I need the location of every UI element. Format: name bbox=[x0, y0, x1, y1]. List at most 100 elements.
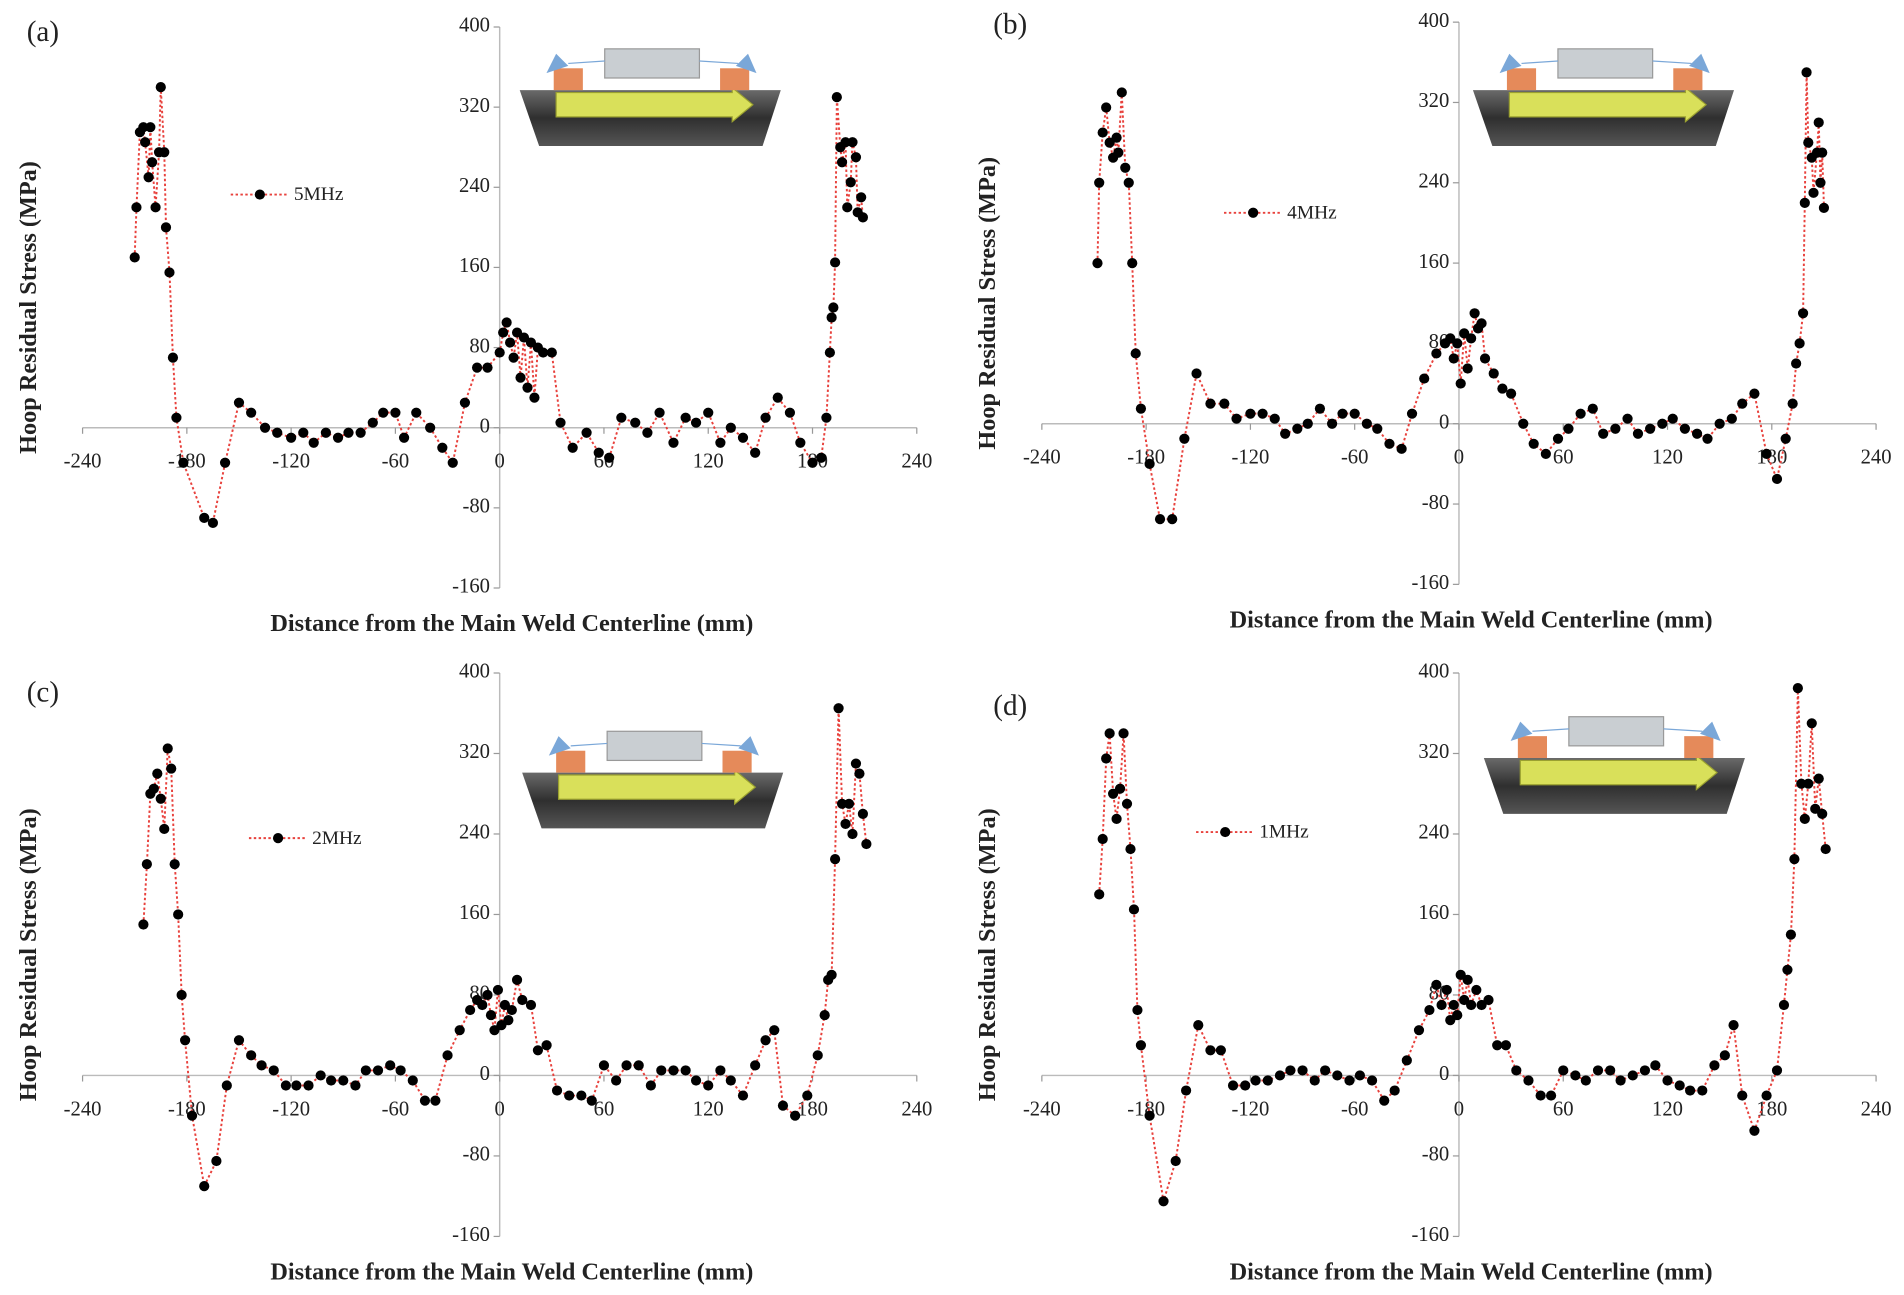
data-point bbox=[1462, 363, 1473, 374]
y-tick-label: 80 bbox=[469, 335, 490, 357]
data-point bbox=[1528, 438, 1539, 449]
transducer bbox=[1506, 68, 1537, 91]
y-tick-label: 400 bbox=[1418, 10, 1449, 32]
data-point bbox=[1097, 833, 1108, 845]
panel-label: (d) bbox=[993, 690, 1027, 722]
transducer bbox=[722, 750, 752, 773]
label-box bbox=[1568, 716, 1665, 747]
connector bbox=[570, 742, 608, 747]
data-point bbox=[141, 859, 152, 870]
data-point bbox=[1167, 514, 1178, 525]
y-tick-label: -80 bbox=[1422, 1144, 1450, 1166]
panel-label: (c) bbox=[27, 677, 59, 709]
data-point bbox=[1592, 1065, 1604, 1076]
data-point bbox=[826, 969, 837, 980]
data-point bbox=[1679, 423, 1690, 434]
data-point bbox=[360, 1065, 371, 1076]
y-axis-title: Hoop Residual Stress (MPa) bbox=[15, 161, 42, 454]
data-point bbox=[802, 1090, 813, 1101]
data-point bbox=[1815, 177, 1826, 188]
data-point bbox=[1497, 383, 1508, 394]
data-point bbox=[1384, 438, 1395, 449]
x-tick-label: 60 bbox=[594, 1098, 615, 1120]
data-point bbox=[769, 1025, 780, 1036]
data-point bbox=[1792, 682, 1803, 694]
y-tick-label: -160 bbox=[452, 576, 490, 598]
data-point bbox=[407, 1075, 418, 1086]
data-point bbox=[219, 457, 231, 468]
y-tick-label: 160 bbox=[459, 902, 490, 924]
data-point bbox=[1302, 418, 1313, 429]
data-point bbox=[1448, 353, 1459, 364]
data-point bbox=[1448, 999, 1459, 1011]
data-point bbox=[1789, 854, 1800, 865]
data-point bbox=[129, 252, 140, 263]
data-point bbox=[1558, 1065, 1569, 1076]
data-point bbox=[1691, 428, 1703, 439]
probe bbox=[1689, 53, 1710, 74]
data-point bbox=[850, 152, 862, 163]
data-point bbox=[148, 783, 159, 794]
data-point bbox=[1144, 1110, 1155, 1121]
legend-label: 5MHz bbox=[294, 184, 344, 205]
data-point bbox=[1094, 177, 1105, 188]
data-point bbox=[1476, 318, 1487, 329]
data-point bbox=[1803, 778, 1814, 789]
y-tick-label: -80 bbox=[1422, 492, 1450, 514]
data-point bbox=[668, 437, 679, 448]
y-tick-label: 400 bbox=[1418, 661, 1449, 683]
data-point bbox=[350, 1080, 361, 1091]
data-point bbox=[246, 407, 257, 418]
y-tick-label: 0 bbox=[480, 415, 490, 437]
x-axis-title: Distance from the Main Weld Centerline (… bbox=[1230, 607, 1713, 634]
x-axis-title: Distance from the Main Weld Centerline (… bbox=[1230, 1259, 1713, 1286]
data-point bbox=[477, 999, 488, 1011]
data-point bbox=[419, 1095, 431, 1106]
legend-label: 4MHz bbox=[1287, 202, 1337, 223]
data-point bbox=[385, 1060, 396, 1071]
panel-label: (a) bbox=[27, 16, 59, 48]
data-point bbox=[784, 407, 796, 418]
data-point bbox=[1605, 1065, 1616, 1076]
data-point bbox=[1674, 1080, 1685, 1091]
y-tick-label: 400 bbox=[459, 661, 490, 683]
y-tick-label: -160 bbox=[1411, 572, 1449, 594]
wave-arrow bbox=[1508, 86, 1708, 124]
data-point bbox=[1121, 798, 1133, 809]
data-point bbox=[1818, 202, 1830, 213]
inset-diagram bbox=[519, 48, 781, 146]
data-point bbox=[1639, 1065, 1651, 1076]
data-point bbox=[555, 417, 566, 428]
data-point bbox=[1132, 1004, 1143, 1016]
data-point bbox=[146, 157, 158, 168]
data-point bbox=[703, 1080, 714, 1091]
data-point bbox=[1332, 1070, 1343, 1081]
legend-label: 2MHz bbox=[312, 828, 362, 849]
y-tick-label: 320 bbox=[1418, 90, 1449, 112]
data-point bbox=[459, 397, 471, 408]
data-point bbox=[1632, 428, 1644, 439]
data-point bbox=[1320, 1065, 1331, 1076]
data-point bbox=[586, 1095, 597, 1106]
y-axis-title: Hoop Residual Stress (MPa) bbox=[15, 808, 42, 1101]
data-point bbox=[1372, 423, 1383, 434]
data-point bbox=[1697, 1085, 1708, 1096]
data-point bbox=[1181, 1085, 1192, 1096]
data-point bbox=[178, 457, 189, 468]
data-point bbox=[819, 1009, 830, 1021]
chart-panel: -240-180-120-60060120180240-160-80080160… bbox=[15, 15, 932, 637]
data-point bbox=[1799, 813, 1810, 824]
data-point bbox=[830, 854, 841, 865]
connector bbox=[701, 742, 741, 747]
x-tick-label: 0 bbox=[495, 451, 505, 473]
data-point bbox=[1227, 1080, 1239, 1091]
data-point bbox=[303, 1080, 314, 1091]
data-point bbox=[411, 407, 422, 418]
data-point bbox=[1587, 403, 1598, 414]
data-point bbox=[833, 703, 844, 714]
data-point bbox=[564, 1090, 575, 1101]
x-tick-label: 240 bbox=[1861, 447, 1892, 469]
data-point bbox=[654, 407, 665, 418]
data-point bbox=[298, 427, 309, 438]
data-point bbox=[1245, 408, 1256, 419]
